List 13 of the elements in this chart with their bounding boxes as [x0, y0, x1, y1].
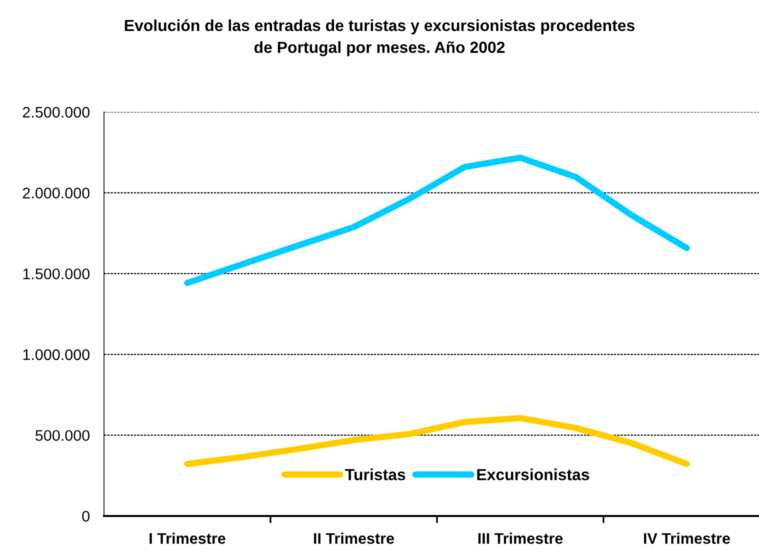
- chart-title: Evolución de las entradas de turistas y excursionistas procedentes de Portugal por meses. Año 2002: [124, 19, 635, 56]
- x-tick-label: III Trimestre: [478, 532, 563, 544]
- y-tick-label: 500.000: [36, 430, 90, 441]
- y-tick-label: 2.000.000: [22, 188, 90, 198]
- y-tick-label: 2.500.000: [22, 106, 90, 118]
- y-tick-label: 0: [82, 510, 90, 522]
- x-tick-label: I Trimestre: [150, 532, 226, 544]
- legend-label: Excursionistas: [477, 468, 590, 480]
- legend-label: Turistas: [345, 468, 406, 480]
- x-tick-label: IV Trimestre: [644, 532, 730, 544]
- x-tick-label: II Trimestre: [314, 532, 394, 544]
- y-tick-label: 1.000.000: [23, 349, 90, 360]
- y-tick-label: 1.500.000: [23, 268, 90, 280]
